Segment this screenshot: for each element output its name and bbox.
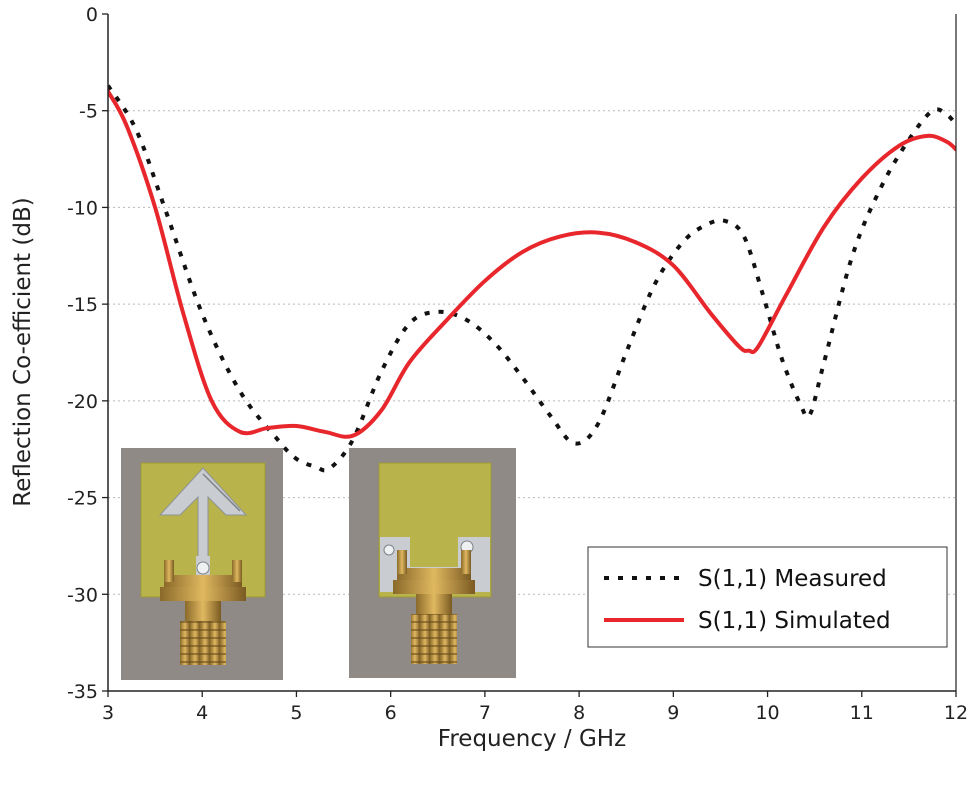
y-tick-label: -5	[79, 101, 98, 123]
series-layer	[108, 84, 956, 473]
legend-simulated-label: S(1,1) Simulated	[698, 608, 891, 634]
x-tick-label: 11	[850, 702, 874, 724]
x-tick-label: 9	[667, 702, 679, 724]
x-tick-label: 7	[479, 702, 491, 724]
antenna-back-photo	[349, 448, 516, 678]
legend-measured-label: S(1,1) Measured	[698, 566, 887, 592]
series-measured-line	[108, 84, 956, 473]
y-tick-label: -35	[67, 681, 98, 703]
y-tick-label: -25	[67, 488, 98, 510]
x-axis-title: Frequency / GHz	[438, 726, 626, 752]
x-tick-label: 4	[196, 702, 208, 724]
x-tick-label: 5	[290, 702, 302, 724]
y-tick-label: -20	[67, 391, 98, 413]
axis-ticks: 0 -5 -10 -15 -20 -25 -30 -353 4 5 6 7 8 9 10 11 12	[67, 4, 968, 724]
x-tick-label: 6	[385, 702, 397, 724]
y-axis-title: Reflection Co-efficient (dB)	[10, 197, 36, 506]
series-simulated-line	[108, 89, 956, 439]
y-tick-label: -30	[67, 584, 98, 606]
antenna-front-photo	[121, 448, 283, 680]
y-tick-label: -15	[67, 294, 98, 316]
x-tick-label: 3	[102, 702, 114, 724]
legend-box	[587, 546, 948, 648]
y-tick-label: -10	[67, 197, 98, 219]
x-tick-label: 8	[573, 702, 585, 724]
legend: S(1,1) Measured S(1,1) Simulated	[587, 546, 948, 648]
x-tick-label: 10	[755, 702, 779, 724]
y-tick-label: 0	[86, 4, 98, 26]
x-tick-label: 12	[944, 702, 968, 724]
